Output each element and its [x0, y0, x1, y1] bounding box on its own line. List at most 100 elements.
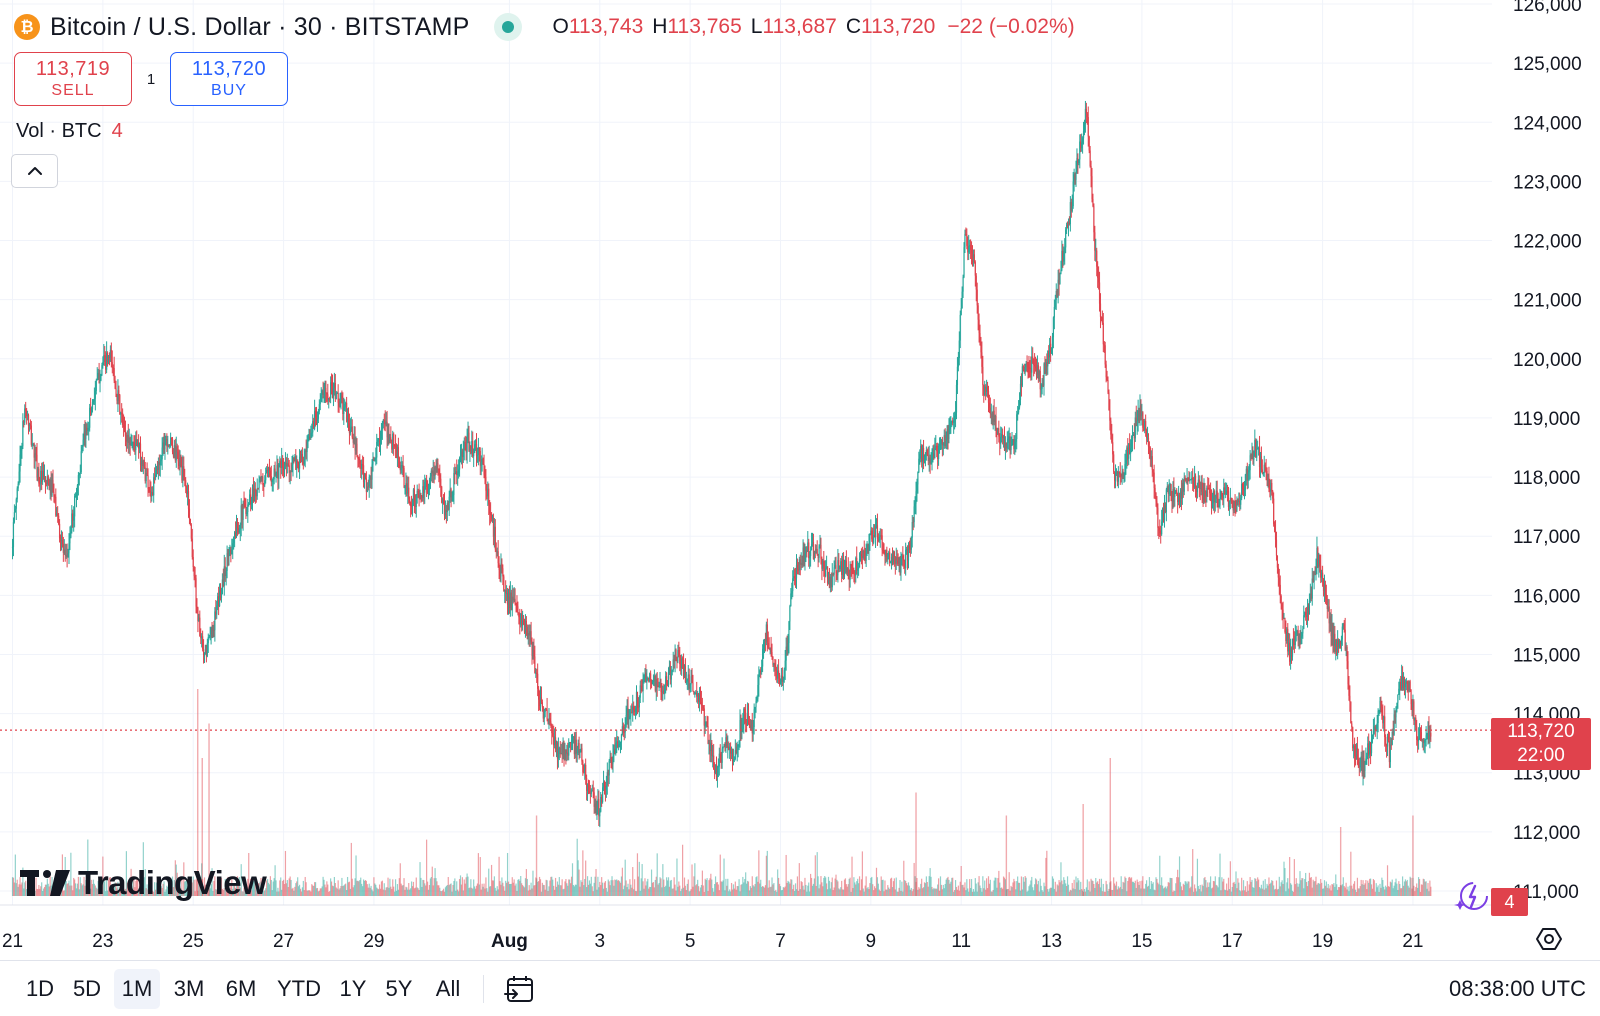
- volume-bar: [932, 889, 934, 896]
- volume-bar: [593, 882, 595, 896]
- candle-body: [846, 567, 848, 573]
- candle-body: [177, 451, 179, 462]
- volume-bar: [943, 888, 945, 896]
- candle-body: [523, 624, 526, 633]
- volume-bar: [424, 883, 426, 896]
- volume-bar: [266, 880, 268, 896]
- collapse-legend-button[interactable]: [11, 154, 58, 188]
- volume-bar: [1254, 878, 1256, 896]
- range-button-1d[interactable]: 1D: [25, 976, 55, 1001]
- volume-bar: [526, 878, 528, 896]
- volume-bar: [540, 891, 543, 896]
- time-tick-label: 5: [685, 931, 696, 952]
- candle-body: [800, 562, 802, 565]
- volume-bar: [18, 884, 20, 896]
- range-button-5d[interactable]: 5D: [72, 976, 102, 1001]
- volume-bar: [341, 877, 343, 896]
- volume-bar: [554, 877, 557, 896]
- candle-body: [1310, 593, 1312, 599]
- volume-spike-bar: [915, 792, 917, 896]
- candle-body: [762, 648, 764, 667]
- candle-body: [1265, 467, 1267, 471]
- candle-body: [736, 746, 738, 754]
- symbol-title[interactable]: Bitcoin / U.S. Dollar · 30 · BITSTAMP: [50, 12, 470, 41]
- candle-body: [142, 459, 144, 466]
- market-status-indicator[interactable]: [493, 13, 522, 41]
- range-button-3m[interactable]: 3M: [173, 976, 205, 1001]
- volume-bar: [46, 878, 48, 896]
- calendar-goto-icon[interactable]: [504, 975, 536, 1005]
- candle-body: [1049, 343, 1051, 358]
- candle-body: [435, 467, 437, 469]
- volume-bar: [1216, 885, 1218, 896]
- volume-bar: [1161, 877, 1163, 896]
- range-button-all[interactable]: All: [435, 976, 461, 1001]
- candle-body: [719, 753, 721, 755]
- candle-body: [795, 565, 798, 579]
- volume-bar: [986, 878, 988, 896]
- volume-bar: [1387, 886, 1390, 896]
- candle-body: [680, 663, 682, 669]
- candle-body: [801, 562, 803, 566]
- candle-body: [416, 490, 418, 495]
- candle-body: [1339, 640, 1342, 645]
- candle-body: [229, 549, 231, 556]
- utc-clock[interactable]: 08:38:00 UTC: [1449, 976, 1586, 1001]
- volume-bar: [1263, 889, 1265, 896]
- candle-body: [640, 685, 642, 687]
- candle-body: [424, 481, 426, 493]
- volume-bar: [254, 882, 256, 896]
- volume-bar: [570, 876, 573, 896]
- volume-bar: [252, 880, 255, 896]
- chart-settings-icon[interactable]: [1535, 925, 1563, 953]
- candle-body: [728, 746, 730, 750]
- volume-bar: [1122, 881, 1124, 896]
- candle-body: [400, 465, 402, 471]
- candle-body: [363, 474, 366, 483]
- candle-body: [893, 551, 895, 558]
- candle-body: [886, 550, 888, 560]
- volume-bar: [1173, 890, 1175, 896]
- candle-body: [669, 665, 671, 680]
- candle-body: [849, 564, 851, 580]
- volume-bar: [388, 887, 390, 896]
- candle-body: [1251, 451, 1253, 457]
- volume-bar: [1273, 889, 1276, 896]
- candle-body: [955, 384, 958, 413]
- candle-body: [986, 386, 988, 392]
- range-button-1y[interactable]: 1Y: [339, 976, 367, 1001]
- range-button-5y[interactable]: 5Y: [385, 976, 413, 1001]
- candle-body: [897, 560, 899, 564]
- range-button-ytd[interactable]: YTD: [277, 976, 321, 1001]
- volume-bar: [744, 879, 746, 896]
- candle-body: [204, 644, 207, 654]
- candle-body: [148, 489, 150, 491]
- volume-bar: [907, 882, 910, 896]
- volume-legend[interactable]: Vol · BTC 4: [16, 120, 123, 143]
- volume-bar: [770, 886, 772, 896]
- volume-bar: [1206, 887, 1208, 896]
- time-axis[interactable]: 21 23 25 27 29 Aug 3 5 7 9 11 13 15 17 19 21: [2, 931, 1424, 952]
- candle-body: [31, 444, 33, 446]
- range-button-6m[interactable]: 6M: [225, 976, 257, 1001]
- sell-button[interactable]: 113,719 SELL: [14, 52, 132, 106]
- sparkle-icon[interactable]: [1454, 878, 1490, 914]
- buy-button[interactable]: 113,720 BUY: [170, 52, 288, 106]
- candle-body: [1084, 108, 1087, 124]
- range-button-1m[interactable]: 1M: [114, 969, 160, 1009]
- candle-body: [839, 565, 841, 569]
- volume-bar: [761, 886, 763, 896]
- volume-bar: [514, 885, 516, 896]
- last-price-value: 113,720: [1507, 721, 1575, 742]
- volume-bar: [1352, 888, 1354, 896]
- volume-bar: [983, 888, 985, 896]
- volume-bar: [210, 884, 212, 896]
- price-tick-label: 126,000: [1513, 0, 1582, 16]
- price-chart[interactable]: 111,000112,000113,000114,000115,000116,0…: [0, 0, 1600, 960]
- volume-bar: [1295, 878, 1297, 896]
- candle-body: [138, 442, 140, 449]
- candle-body: [293, 457, 295, 462]
- volume-bar: [511, 877, 513, 896]
- volume-bar: [298, 884, 301, 896]
- candle-body: [371, 464, 373, 480]
